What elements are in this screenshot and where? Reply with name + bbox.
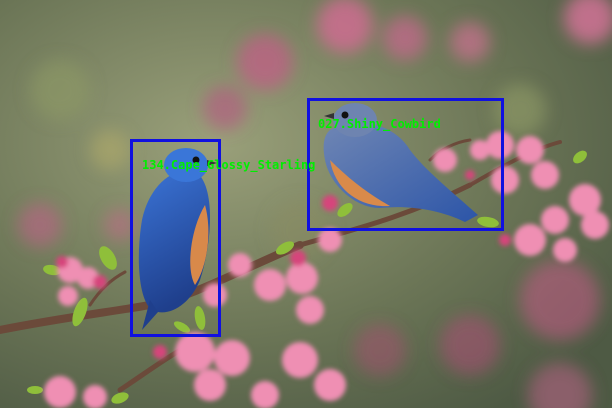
bird-right xyxy=(323,103,478,222)
blossoms xyxy=(44,131,609,408)
bird-left xyxy=(138,148,217,330)
bokeh-blossoms xyxy=(18,0,612,408)
detection-box-left xyxy=(130,139,221,337)
detection-box-right xyxy=(307,98,504,231)
detection-label-left: 134.Cape_Glossy_Starling xyxy=(142,158,316,172)
leaves xyxy=(27,150,587,404)
detection-label-right: 027.Shiny_Cowbird xyxy=(318,117,441,131)
